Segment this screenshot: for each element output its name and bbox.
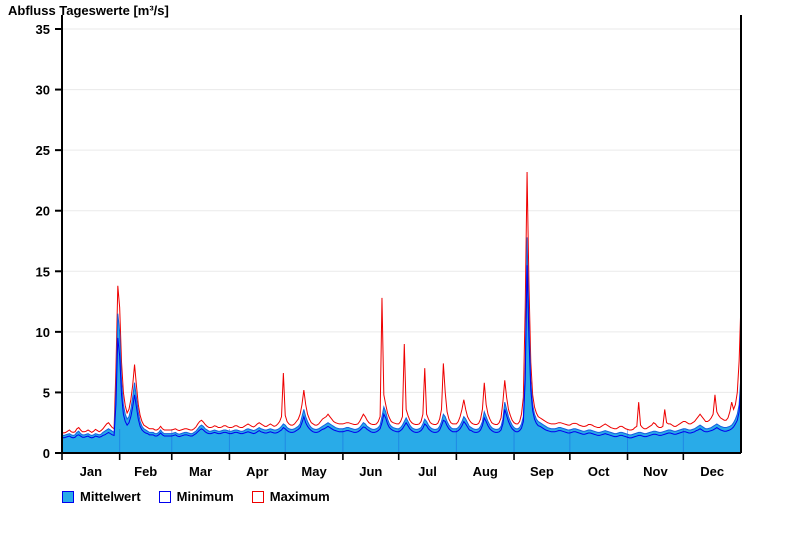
y-axis-tick-label: 10 <box>36 325 50 340</box>
x-axis-tick-label: Feb <box>134 464 157 479</box>
chart-plot-area: 0 5 10 15 20 25 30 35 Jan Feb Mar Apr May Jun Jul Aug Se… <box>36 15 742 479</box>
x-axis-tick-label: May <box>301 464 327 479</box>
y-axis-tick-label: 35 <box>36 22 50 37</box>
legend-swatch-icon <box>158 490 171 503</box>
series-line-mittelwert <box>61 237 742 436</box>
legend-item[interactable]: Minimum <box>158 489 234 504</box>
x-axis-tick-label: Aug <box>473 464 498 479</box>
legend-swatch-icon <box>62 490 74 503</box>
series-area-mittelwert <box>62 237 741 453</box>
x-axis-tick-label: Sep <box>530 464 554 479</box>
series-line-minimum <box>61 265 742 439</box>
chart-legend: Mittelwert Minimum Maximum <box>62 489 348 504</box>
legend-item-label: Mittelwert <box>80 489 141 504</box>
chart-title: Abfluss Tageswerte [m³/s] <box>8 3 169 18</box>
legend-item[interactable]: Maximum <box>251 489 330 504</box>
y-axis-tick-label: 30 <box>36 83 50 98</box>
y-axis-tick-label: 25 <box>36 143 50 158</box>
x-axis-tick-label: Mar <box>189 464 212 479</box>
legend-item-label: Maximum <box>269 489 330 504</box>
x-axis-tick-label: Apr <box>246 464 268 479</box>
x-axis-tick-label: Jun <box>359 464 382 479</box>
y-axis-tick-label: 5 <box>43 385 50 400</box>
x-axis-tick-label: Jan <box>80 464 102 479</box>
x-axis-tick-label: Jul <box>418 464 437 479</box>
y-axis-tick-label: 0 <box>43 446 50 461</box>
legend-swatch-icon <box>251 490 264 503</box>
y-axis-tick-label: 15 <box>36 264 50 279</box>
x-axis-tick-label: Nov <box>643 464 668 479</box>
series-line-maximum <box>61 171 742 434</box>
y-axis-tick-label: 20 <box>36 204 50 219</box>
legend-item[interactable]: Mittelwert <box>62 489 141 504</box>
x-axis-tick-label: Oct <box>588 464 610 479</box>
legend-item-label: Minimum <box>176 489 234 504</box>
x-axis-tick-label: Dec <box>700 464 724 479</box>
